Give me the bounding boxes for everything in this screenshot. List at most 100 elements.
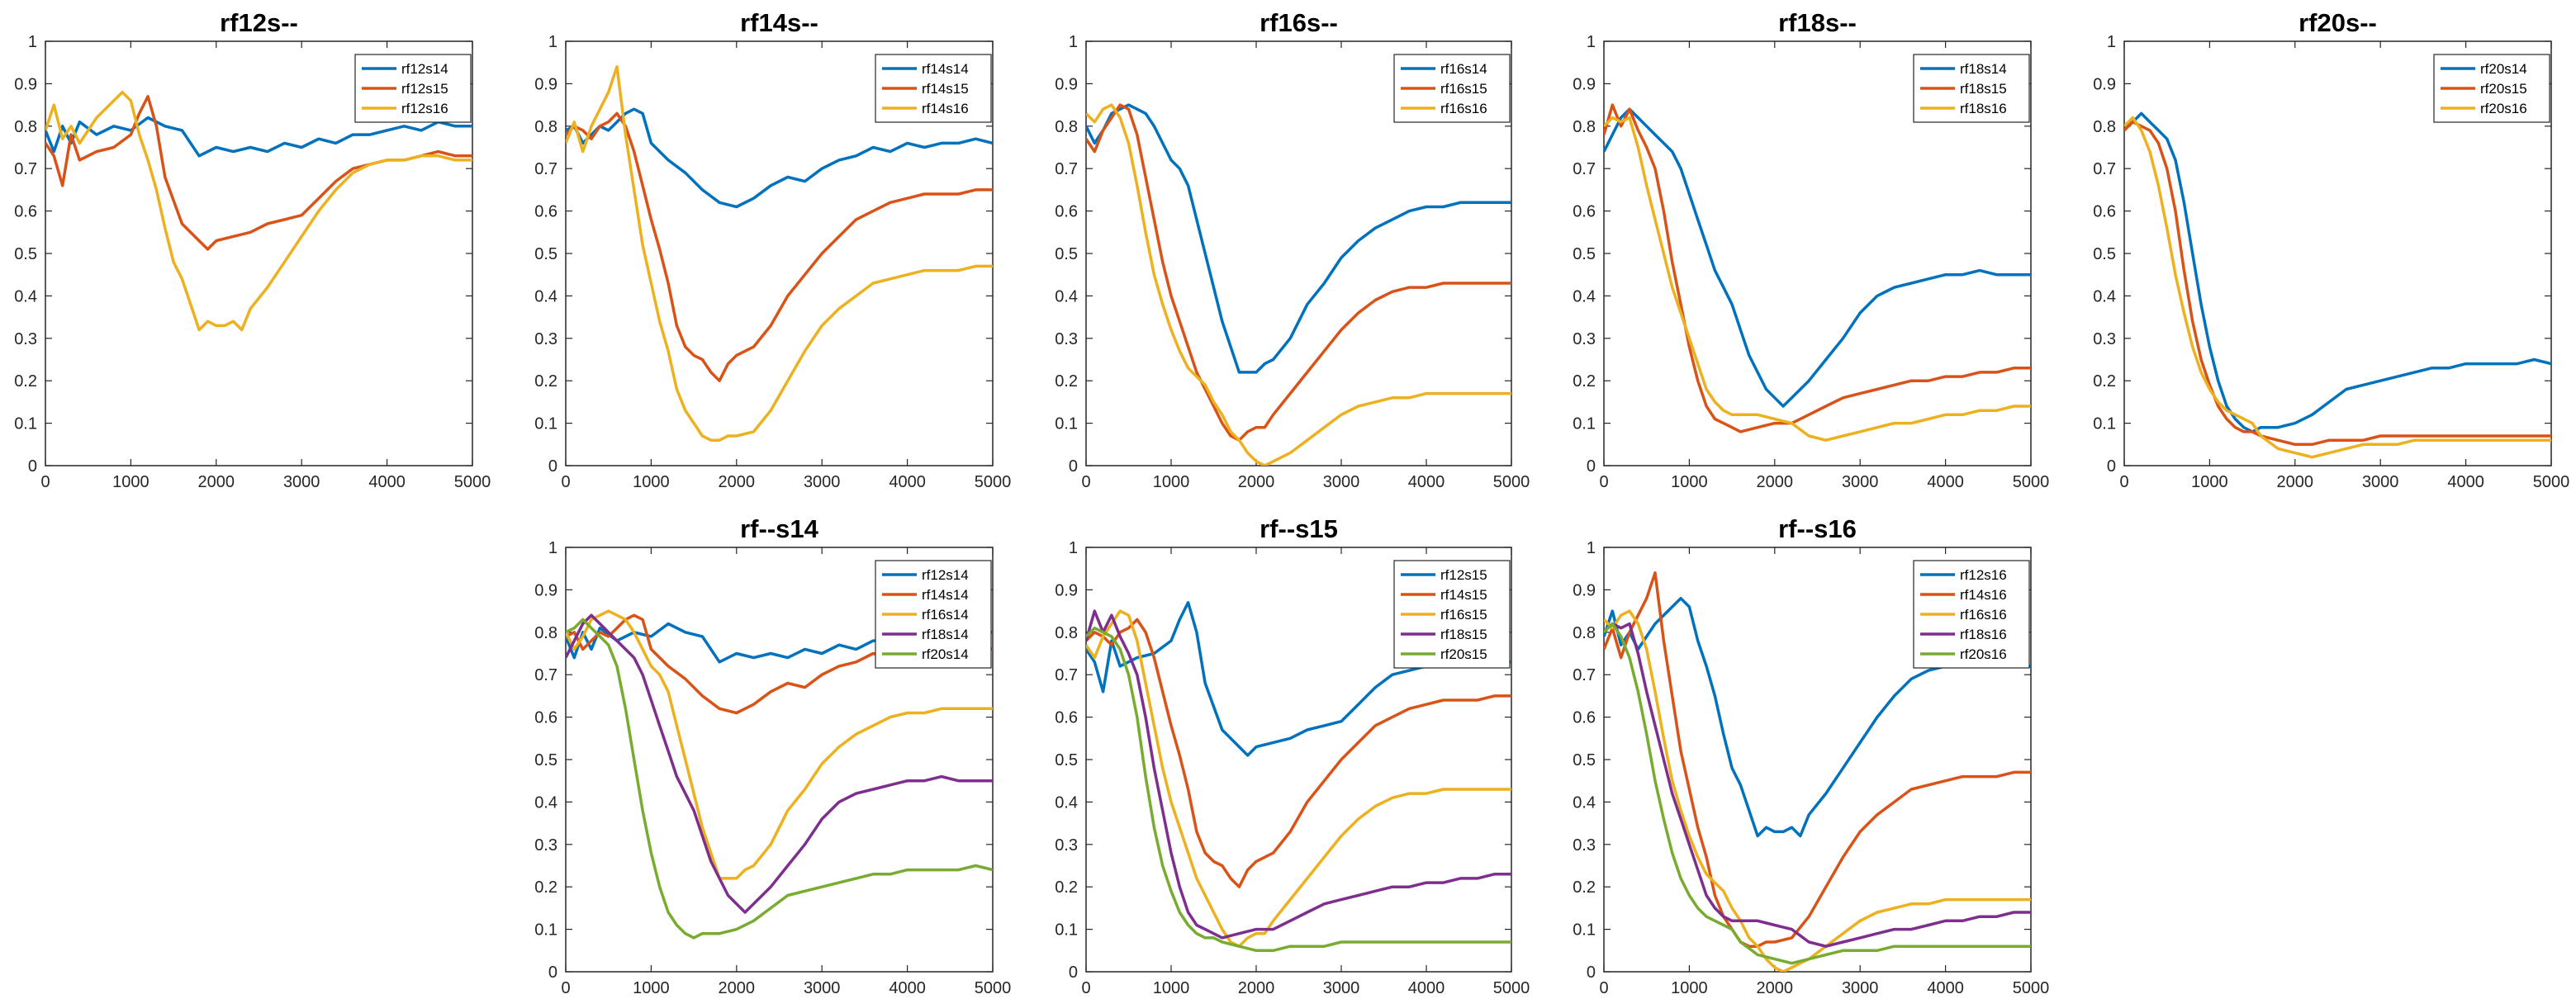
legend-label: rf14s15 [922,81,969,97]
legend: rf16s14 rf16s15 rf16s16 [1393,54,1511,123]
x-tick-label: 4000 [2447,473,2484,491]
x-tick-label: 1000 [112,473,149,491]
chart-title: rf--s14 [740,514,819,543]
legend-label: rf18s16 [1960,101,2007,116]
chart-title: rf12s-- [220,8,298,37]
y-tick-label: 0.9 [14,75,37,93]
series-line-rf20s14 [2124,111,2551,433]
legend-label: rf20s15 [1440,646,1487,662]
series-line-rf20s16 [1604,622,2031,965]
y-tick-label: 0.6 [1573,203,1596,221]
legend-label: rf12s14 [922,567,969,583]
series-line-rf18s14 [1604,107,2031,408]
chart-title: rf18s-- [1778,8,1857,37]
series-line-rf20s14 [566,618,993,940]
y-tick-label: 0.1 [1573,921,1596,940]
y-tick-label: 1 [1069,539,1078,557]
legend: rf12s16 rf14s16 rf16s16 rf18s16 rf20s16 [1913,560,2030,669]
series-line-rf16s16 [1604,609,2031,972]
legend-label: rf16s14 [1440,61,1487,77]
y-tick-label: 0 [548,457,557,476]
x-tick-label: 4000 [1408,473,1445,491]
y-tick-label: 0.6 [14,203,37,221]
y-tick-label: 1 [28,33,37,51]
y-tick-label: 0.8 [14,118,37,136]
x-tick-label: 0 [1599,473,1608,491]
legend-label: rf16s15 [1440,607,1487,623]
series-line-rf16s14 [1086,103,1511,374]
x-tick-label: 1000 [1153,473,1190,491]
x-tick-label: 0 [561,979,570,997]
series-line-rf18s16 [1604,116,2031,442]
y-tick-label: 0.3 [2093,330,2116,348]
legend-label: rf20s14 [922,646,969,662]
chart-panel-4: 0 0.1 0.2 0.3 0.4 0.5 0.6 0.7 0.8 0.9 1 0 1000 2000 30… [2093,8,2569,491]
x-tick-label: 0 [40,473,50,491]
y-tick-label: 0 [1587,457,1596,476]
y-tick-label: 0.6 [534,203,557,221]
x-tick-label: 2000 [1757,979,1794,997]
x-tick-label: 2000 [719,979,756,997]
x-tick-label: 3000 [1323,979,1360,997]
y-tick-label: 0.7 [2093,160,2116,178]
legend-label: rf18s14 [1960,61,2007,77]
series-line-rf18s15 [1086,609,1511,940]
y-tick-label: 0.1 [1055,415,1078,433]
y-tick-label: 1 [548,33,557,51]
y-tick-label: 0.9 [1573,75,1596,93]
y-tick-label: 0.8 [2093,118,2116,136]
legend: rf14s14 rf14s15 rf14s16 [875,54,992,123]
y-tick-label: 0 [2107,457,2116,476]
y-tick-label: 0.4 [1055,793,1078,812]
x-tick-label: 1000 [2191,473,2228,491]
y-tick-label: 0.2 [1573,372,1596,391]
y-tick-label: 0 [548,963,557,982]
y-tick-label: 0.5 [1055,245,1078,263]
legend: rf12s14 rf14s14 rf16s14 rf18s14 rf20s14 [875,560,992,669]
x-tick-label: 4000 [1408,979,1445,997]
y-tick-label: 0.3 [14,330,37,348]
legend: rf20s14 rf20s15 rf20s16 [2433,54,2550,123]
y-tick-label: 0.6 [1055,709,1078,727]
series-line-rf16s16 [1086,103,1511,466]
series-line-rf14s16 [566,65,993,442]
y-tick-label: 0 [1069,457,1078,476]
series-line-rf20s15 [2124,120,2551,447]
series-line-rf14s15 [566,111,993,382]
series-line-rf18s14 [566,613,993,914]
y-tick-label: 0.9 [534,581,557,599]
y-tick-label: 0.1 [2093,415,2116,433]
y-tick-label: 0.2 [534,878,557,897]
y-tick-label: 0.4 [14,287,37,305]
y-tick-label: 1 [1587,33,1596,51]
y-tick-label: 0.3 [1055,836,1078,855]
x-tick-label: 3000 [1323,473,1360,491]
legend-label: rf18s14 [922,627,969,642]
x-tick-label: 4000 [1927,979,1964,997]
y-tick-label: 0.5 [534,751,557,769]
y-tick-label: 0.4 [1055,287,1078,305]
y-tick-label: 0.7 [1055,160,1078,178]
x-tick-label: 3000 [1842,979,1879,997]
x-tick-label: 4000 [368,473,406,491]
y-tick-label: 0.6 [534,709,557,727]
y-tick-label: 0.9 [534,75,557,93]
x-tick-label: 0 [561,473,570,491]
legend-label: rf20s15 [2480,81,2527,97]
x-tick-label: 5000 [1493,473,1530,491]
y-tick-label: 0.8 [1055,118,1078,136]
legend-label: rf12s15 [1440,567,1487,583]
y-tick-label: 0.8 [534,118,557,136]
series-line-rf14s14 [566,107,993,209]
x-tick-label: 2000 [1238,473,1275,491]
x-tick-label: 2000 [1238,979,1275,997]
legend-label: rf14s16 [1960,587,2007,603]
x-tick-label: 2000 [719,473,756,491]
legend-label: rf16s15 [1440,81,1487,97]
x-tick-label: 0 [2119,473,2128,491]
y-tick-label: 0.2 [2093,372,2116,391]
x-tick-label: 0 [1081,979,1090,997]
y-tick-label: 0.4 [534,287,557,305]
x-tick-label: 3000 [2362,473,2399,491]
